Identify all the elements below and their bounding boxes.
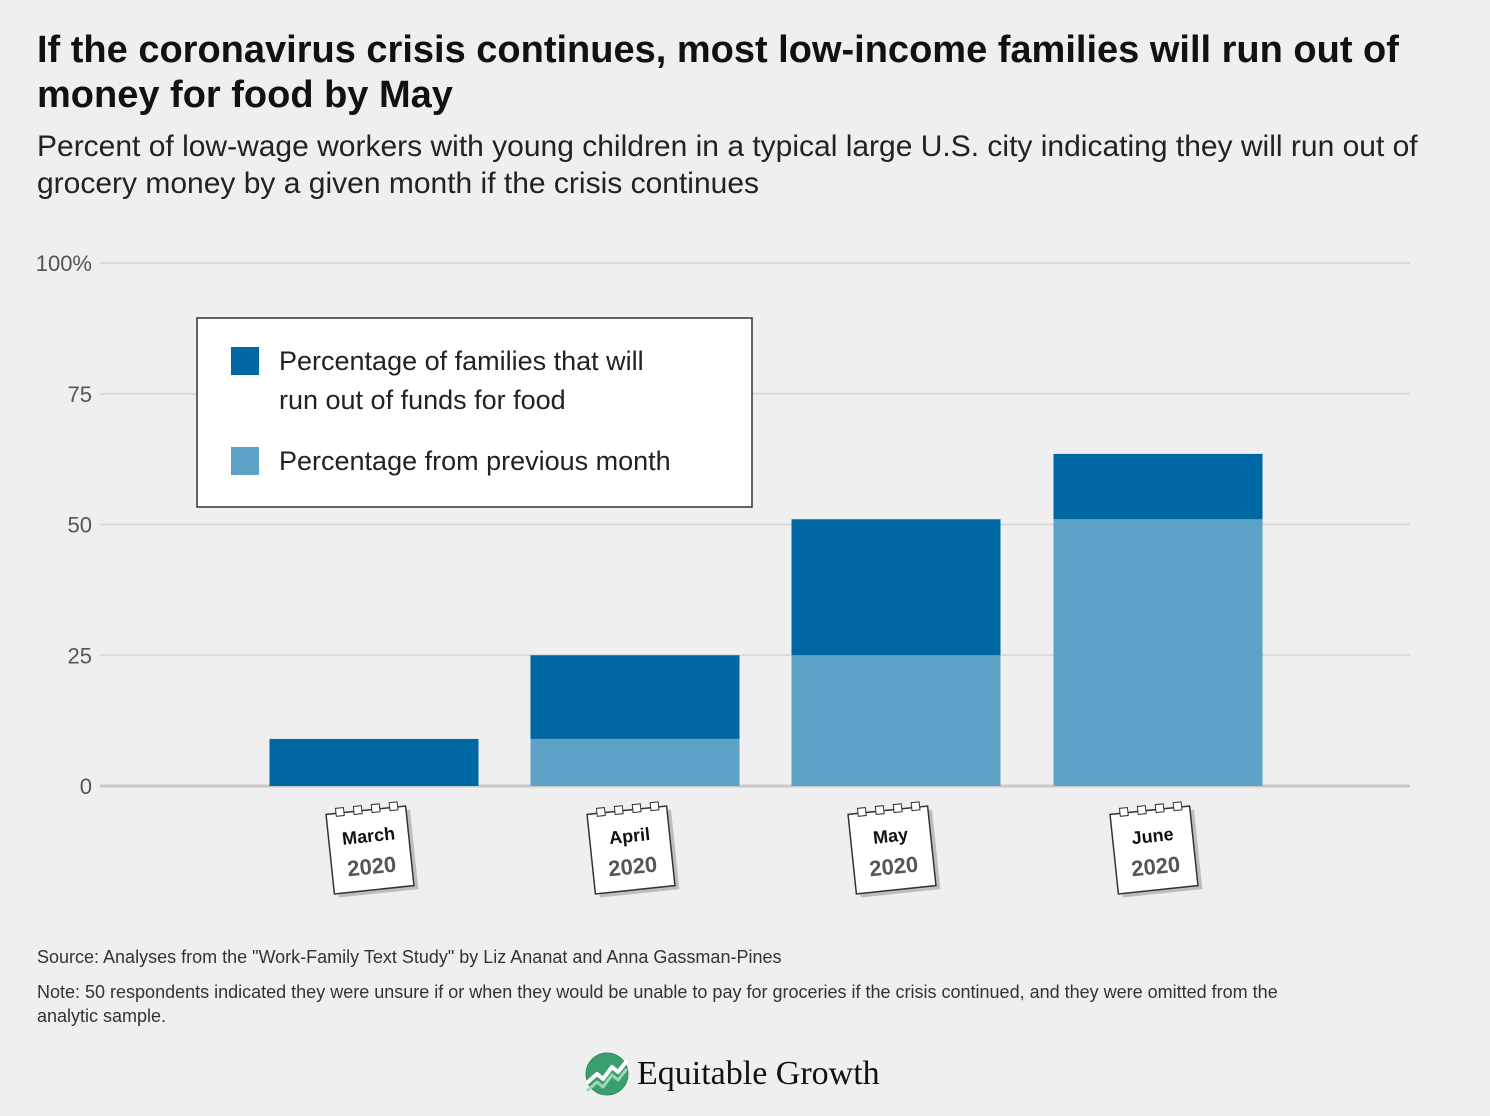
x-tick-label-year: 2020 [346,851,397,881]
calendar-ring [856,806,867,817]
x-tick-label-year: 2020 [607,851,658,881]
bar-segment-april-new [530,655,740,739]
legend-swatch [231,447,259,475]
legend-label: run out of funds for food [279,385,566,415]
bar-segment-june-previous [1053,519,1263,786]
bars [269,453,1263,786]
growth-globe-icon [585,1052,629,1096]
calendar-label-april: April 2020 [586,801,680,898]
x-tick-label-year: 2020 [868,851,919,881]
bar-segment-april-previous [530,738,740,786]
calendar-ring [631,803,642,814]
chart-title: If the coronavirus crisis continues, mos… [37,29,1399,116]
legend-label: Percentage from previous month [279,446,671,476]
calendar-ring [910,801,921,812]
y-tick-label: 75 [68,382,92,407]
x-tick-label-year: 2020 [1130,851,1181,881]
calendar-ring [1136,805,1147,816]
calendar-label-june: June 2020 [1109,801,1203,898]
source-note: Source: Analyses from the "Work-Family T… [37,947,782,967]
calendar-ring [352,805,363,816]
chart-subtitle: Percent of low-wage workers with young c… [37,130,1418,200]
calendar-ring [1172,801,1183,812]
bar-segment-may-previous [791,655,1001,786]
y-tick-label: 0 [80,774,92,799]
bar-segment-may-new [791,519,1001,656]
bar-segment-march-new [269,738,479,786]
calendar-ring [892,803,903,814]
calendar-ring [1118,806,1129,817]
calendar-ring [388,801,399,812]
brand-name: Equitable Growth [637,1055,880,1092]
legend-swatch [231,347,259,375]
brand-logo: Equitable Growth [585,1050,880,1098]
y-tick-label: 100% [36,251,92,276]
calendar-page [325,805,415,895]
calendar-label-may: May 2020 [847,801,941,898]
y-tick-label: 50 [68,513,92,538]
x-tick-label-month: April [608,824,651,848]
legend: Percentage of families that will run out … [196,317,753,508]
footnote: Note: 50 respondents indicated they were… [37,982,1278,1026]
calendar-ring [649,801,660,812]
calendar-ring [1154,803,1165,814]
calendar-ring [874,805,885,816]
calendar-ring [370,803,381,814]
calendar-page [1109,805,1199,895]
legend-label: Percentage of families that will [279,346,644,376]
x-tick-label-month: June [1131,824,1175,848]
x-tick-label-month: May [872,824,909,848]
calendar-ring [613,805,624,816]
legend-box [196,317,753,508]
y-tick-label: 25 [68,643,92,668]
calendar-ring [334,806,345,817]
calendar-ring [595,806,606,817]
calendar-page [586,805,676,895]
calendar-page [847,805,937,895]
bar-segment-june-new [1053,453,1263,520]
